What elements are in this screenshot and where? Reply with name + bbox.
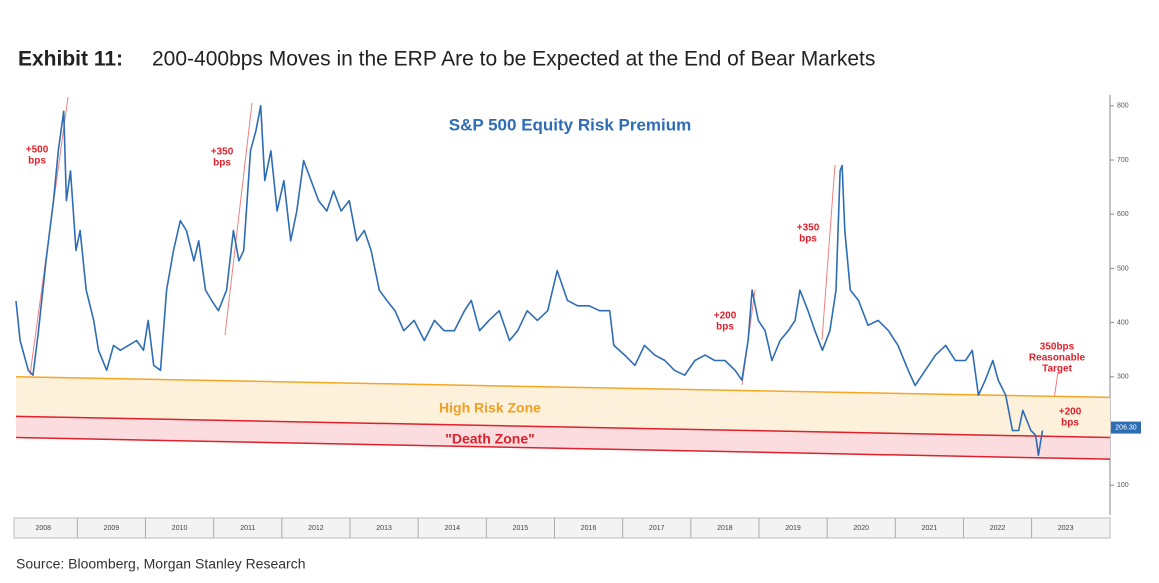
annotation: +350 <box>211 147 234 158</box>
y-tick-label: 300 <box>1117 374 1129 381</box>
x-tick-label: 2009 <box>104 525 120 532</box>
source: Source: Bloomberg, Morgan Stanley Resear… <box>16 556 305 572</box>
annotation: +200 <box>714 311 737 322</box>
zone-label: "Death Zone" <box>445 430 535 446</box>
annotation: +500 <box>26 145 49 156</box>
x-axis-strip <box>13 517 1111 539</box>
zone-label: High Risk Zone <box>439 400 541 416</box>
arrow <box>224 102 253 336</box>
x-tick-label: 2012 <box>308 525 324 532</box>
chart-title-rest: 200-400bps Moves in the ERP Are to be Ex… <box>152 48 875 71</box>
annotation: Target <box>1042 364 1072 375</box>
chart-subtitle: S&P 500 Equity Risk Premium <box>449 115 692 134</box>
zone-line <box>15 415 1111 439</box>
x-tick-label: 2008 <box>35 525 51 532</box>
x-tick-label: 2015 <box>513 525 529 532</box>
annotation: +350 <box>797 223 820 234</box>
annotation: Reasonable <box>1029 353 1086 364</box>
annotation: bps <box>716 322 734 333</box>
annotation: bps <box>799 234 817 245</box>
annotation: bps <box>28 156 46 167</box>
zone-line <box>15 436 1111 460</box>
zone <box>16 376 1110 438</box>
x-tick-label: 2010 <box>172 525 188 532</box>
annotation: +200 <box>1059 407 1082 418</box>
annotation: bps <box>1061 418 1079 429</box>
y-tick-label: 800 <box>1117 103 1129 110</box>
annotation: 350bps <box>1040 342 1075 353</box>
end-label-box <box>1111 421 1141 434</box>
line-series <box>15 105 1044 457</box>
x-tick-label: 2011 <box>240 525 255 532</box>
plot <box>13 95 1111 539</box>
y-tick-label: 400 <box>1117 319 1129 326</box>
x-tick-label: 2014 <box>444 525 460 532</box>
x-tick-label: 2013 <box>376 525 392 532</box>
zone-line <box>15 376 1111 399</box>
y-tick-label: 500 <box>1117 265 1129 272</box>
arrow <box>821 164 836 341</box>
x-tick-label: 2019 <box>785 525 801 532</box>
x-tick-label: 2017 <box>649 525 665 532</box>
chart-title: Exhibit 11: <box>18 48 123 71</box>
x-tick-label: 2018 <box>717 525 733 532</box>
y-tick-label: 100 <box>1117 482 1129 489</box>
x-tick-label: 2016 <box>581 525 597 532</box>
y-tick-label: 600 <box>1117 211 1129 218</box>
zone <box>16 416 1110 460</box>
x-tick-label: 2023 <box>1058 525 1074 532</box>
annotation: bps <box>213 158 231 169</box>
end-label: 206.30 <box>1115 424 1137 431</box>
x-tick-label: 2021 <box>922 525 938 532</box>
x-tick-label: 2020 <box>853 525 869 532</box>
x-tick-label: 2022 <box>990 525 1006 532</box>
y-tick-label: 700 <box>1117 157 1129 164</box>
